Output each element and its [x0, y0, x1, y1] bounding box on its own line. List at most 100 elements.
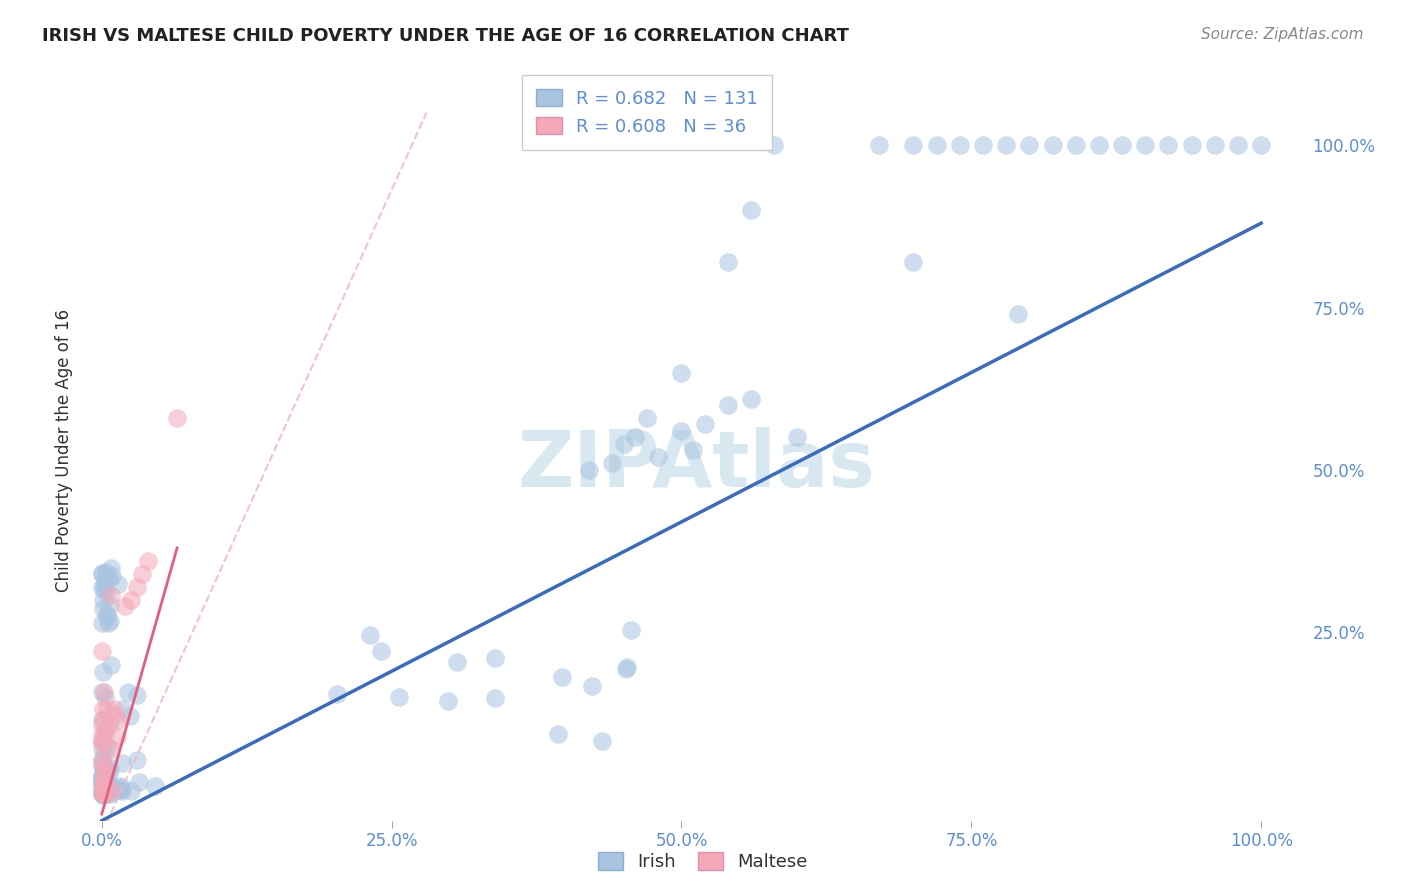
- Point: [1088, 138, 1111, 153]
- Point: [90, 685, 112, 699]
- Point: [91, 713, 114, 727]
- Point: [1157, 138, 1180, 153]
- Point: [786, 430, 808, 444]
- Point: [1007, 307, 1029, 321]
- Point: [612, 437, 634, 451]
- Point: [100, 786, 122, 800]
- Point: [93, 772, 115, 787]
- Point: [98, 614, 121, 628]
- Point: [127, 753, 149, 767]
- Point: [111, 783, 134, 797]
- Point: [91, 753, 114, 767]
- Text: ZIPAtlas: ZIPAtlas: [517, 427, 875, 503]
- Point: [101, 780, 124, 795]
- Point: [98, 716, 121, 731]
- Point: [105, 730, 128, 744]
- Point: [903, 138, 925, 153]
- Point: [93, 783, 115, 797]
- Point: [1227, 138, 1250, 153]
- Point: [94, 764, 117, 778]
- Point: [90, 754, 112, 768]
- Point: [547, 727, 569, 741]
- Point: [91, 787, 114, 801]
- Text: Source: ZipAtlas.com: Source: ZipAtlas.com: [1201, 27, 1364, 42]
- Point: [98, 788, 121, 802]
- Point: [98, 572, 121, 586]
- Point: [91, 728, 114, 742]
- Point: [717, 398, 740, 412]
- Point: [120, 592, 142, 607]
- Point: [90, 742, 112, 756]
- Point: [90, 787, 112, 801]
- Point: [96, 779, 118, 793]
- Point: [127, 688, 149, 702]
- Point: [97, 615, 120, 630]
- Point: [93, 582, 115, 596]
- Point: [1135, 138, 1157, 153]
- Point: [93, 574, 115, 588]
- Point: [90, 758, 112, 772]
- Point: [103, 707, 125, 722]
- Point: [96, 783, 118, 797]
- Point: [90, 644, 112, 658]
- Point: [1018, 138, 1040, 153]
- Point: [717, 255, 740, 269]
- Point: [108, 780, 131, 794]
- Point: [100, 658, 122, 673]
- Point: [90, 734, 112, 748]
- Point: [100, 741, 122, 756]
- Point: [91, 776, 114, 790]
- Point: [624, 430, 647, 444]
- Point: [94, 764, 117, 779]
- Point: [101, 783, 124, 797]
- Point: [91, 581, 114, 595]
- Point: [143, 779, 166, 793]
- Point: [120, 784, 142, 798]
- Point: [93, 759, 115, 773]
- Point: [647, 450, 669, 464]
- Point: [97, 779, 120, 793]
- Point: [551, 670, 574, 684]
- Point: [91, 763, 114, 777]
- Point: [91, 783, 114, 797]
- Point: [620, 624, 643, 638]
- Point: [128, 775, 150, 789]
- Point: [91, 776, 114, 790]
- Point: [97, 766, 120, 780]
- Point: [1181, 138, 1204, 153]
- Point: [93, 576, 115, 591]
- Point: [91, 769, 114, 783]
- Point: [90, 786, 112, 800]
- Point: [98, 598, 121, 612]
- Point: [90, 732, 112, 747]
- Point: [91, 665, 114, 679]
- Point: [96, 702, 118, 716]
- Point: [101, 782, 124, 797]
- Point: [136, 554, 159, 568]
- Point: [93, 787, 115, 801]
- Point: [671, 424, 693, 438]
- Point: [94, 738, 117, 752]
- Point: [94, 771, 117, 785]
- Point: [91, 783, 114, 797]
- Point: [98, 761, 121, 775]
- Point: [925, 138, 948, 153]
- Point: [93, 787, 115, 801]
- Point: [111, 756, 134, 770]
- Point: [600, 457, 623, 471]
- Point: [614, 662, 637, 676]
- Point: [91, 771, 114, 785]
- Point: [693, 417, 716, 432]
- Point: [995, 138, 1018, 153]
- Point: [125, 580, 148, 594]
- Point: [110, 782, 132, 797]
- Point: [97, 777, 120, 791]
- Point: [91, 718, 114, 732]
- Point: [107, 713, 129, 727]
- Point: [166, 411, 188, 425]
- Point: [740, 392, 762, 406]
- Point: [91, 593, 114, 607]
- Point: [107, 782, 129, 797]
- Point: [96, 608, 118, 623]
- Point: [97, 718, 120, 732]
